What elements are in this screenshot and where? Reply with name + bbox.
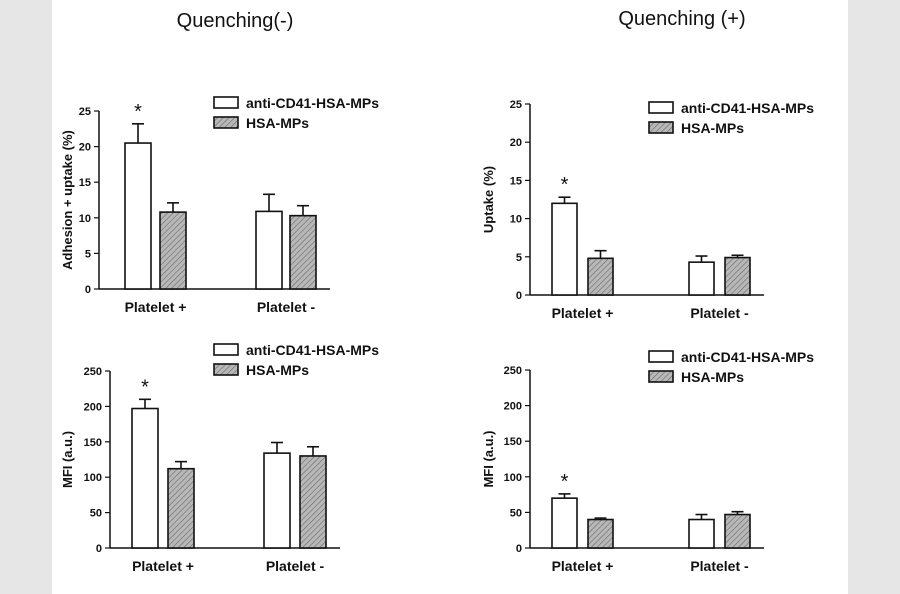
chart1-y-axis-title: Adhesion + uptake (%) (60, 130, 75, 270)
chart3-x-tick-label: Platelet + (132, 558, 194, 574)
chart1-y-tick-label: 5 (85, 248, 91, 260)
left-column-title: Quenching(-) (176, 10, 294, 32)
chart2-y-tick-label: 15 (510, 175, 522, 187)
chart4-bar (551, 497, 578, 549)
chart4-x-tick-label: Platelet + (552, 558, 614, 574)
chart2-significance-star: * (561, 174, 569, 196)
chart3-legend-label: anti-CD41-HSA-MPs (246, 342, 379, 358)
chart4-y-axis-title: MFI (a.u.) (481, 430, 496, 487)
chart4-bar (724, 513, 751, 549)
chart1-x-tick-label: Platelet + (125, 299, 187, 315)
chart2-bar (724, 256, 751, 296)
chart3-y-tick-label: 50 (90, 508, 102, 520)
chart1-y-tick-label: 10 (79, 213, 91, 225)
chart1-legend-swatch (213, 96, 239, 109)
chart4-y-tick-label: 250 (504, 365, 522, 377)
chart4-y-tick-label: 200 (504, 401, 522, 413)
chart3-legend-label: HSA-MPs (246, 362, 309, 378)
chart4-bar (688, 518, 715, 549)
chart2-x-tick-label: Platelet + (552, 305, 614, 321)
chart2-bar (551, 202, 578, 296)
chart1-legend-label: HSA-MPs (246, 115, 309, 131)
chart3-bar (131, 407, 159, 549)
chart1-significance-star: * (134, 101, 142, 123)
chart2-y-tick-label: 0 (516, 290, 522, 302)
chart4-significance-star: * (561, 471, 569, 493)
chart4-y-tick-label: 50 (510, 507, 522, 519)
chart3-y-axis-title: MFI (a.u.) (60, 431, 75, 488)
chart2-bar (587, 257, 614, 296)
chart3-y-tick-label: 150 (84, 437, 102, 449)
chart4-legend-label: anti-CD41-HSA-MPs (681, 349, 814, 365)
chart4-y-tick-label: 0 (516, 543, 522, 555)
chart4-y-tick-label: 100 (504, 472, 522, 484)
chart1-legend-label: anti-CD41-HSA-MPs (246, 95, 379, 111)
chart1-y-tick-label: 15 (79, 177, 91, 189)
chart1-y-tick-label: 0 (85, 284, 91, 296)
chart3-x-tick-label: Platelet - (266, 558, 325, 574)
chart3-y-tick-label: 100 (84, 472, 102, 484)
chart1-bar (159, 211, 187, 290)
chart3-y-tick-label: 250 (84, 366, 102, 378)
chart3-legend-swatch (213, 343, 239, 356)
bar-charts-svg: 0 5 10 15 20 25 Adhesion + uptake (%) Platelet … (60, 95, 814, 574)
chart3-bar (263, 452, 291, 549)
chart4-legend-swatch (648, 350, 674, 363)
right-column-title: Quenching (+) (618, 8, 746, 30)
chart2-y-axis-title: Uptake (%) (481, 166, 496, 233)
chart4-x-tick-label: Platelet - (690, 558, 749, 574)
chart2-y-tick-label: 20 (510, 137, 522, 149)
chart2-y-tick-label: 10 (510, 214, 522, 226)
chart4-legend-label: HSA-MPs (681, 369, 744, 385)
chart1-bar (124, 142, 152, 290)
figure-panel: Quenching(-) Quenching (+) 0 5 10 15 20 25 Adh… (52, 0, 848, 594)
chart2-bar (688, 261, 715, 296)
chart3-significance-star: * (141, 376, 149, 398)
chart1-bar (289, 214, 317, 290)
chart1-y-tick-label: 25 (79, 106, 91, 118)
chart1-legend-swatch (213, 116, 239, 129)
chart3-y-tick-label: 0 (96, 543, 102, 555)
chart3-bar (167, 467, 195, 549)
chart1-bar (255, 210, 283, 290)
chart4-bar (587, 518, 614, 549)
chart2-y-tick-label: 25 (510, 99, 522, 111)
chart2-y-tick-label: 5 (516, 252, 522, 264)
chart2-legend-label: anti-CD41-HSA-MPs (681, 100, 814, 116)
chart4-legend-swatch (648, 370, 674, 383)
chart2-legend-swatch (648, 101, 674, 114)
chart4-y-tick-label: 150 (504, 436, 522, 448)
chart2-x-tick-label: Platelet - (690, 305, 749, 321)
chart3-legend-swatch (213, 363, 239, 376)
chart3-y-tick-label: 200 (84, 401, 102, 413)
chart2-legend-swatch (648, 121, 674, 134)
chart3-bar (299, 455, 327, 549)
chart1-y-tick-label: 20 (79, 142, 91, 154)
chart2-legend-label: HSA-MPs (681, 120, 744, 136)
chart1-x-tick-label: Platelet - (257, 299, 316, 315)
